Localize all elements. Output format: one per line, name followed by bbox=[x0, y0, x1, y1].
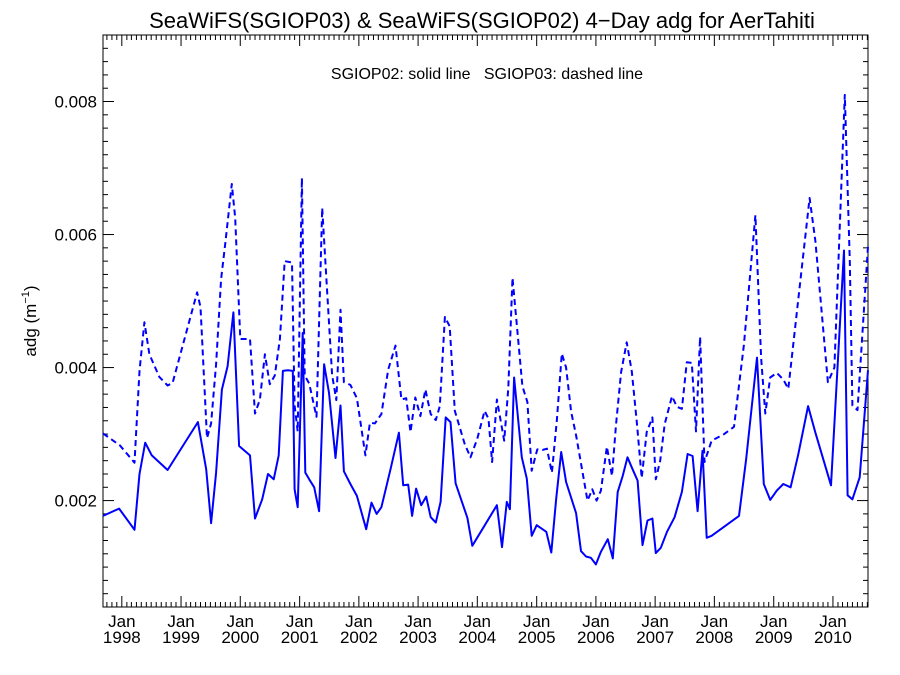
x-tick-label-month: Jan bbox=[701, 612, 728, 631]
x-tick-label-month: Jan bbox=[523, 612, 550, 631]
x-tick-label-month: Jan bbox=[464, 612, 491, 631]
x-tick-label-month: Jan bbox=[286, 612, 313, 631]
x-tick-label-month: Jan bbox=[760, 612, 787, 631]
x-tick-label-month: Jan bbox=[582, 612, 609, 631]
x-tick-label-month: Jan bbox=[167, 612, 194, 631]
y-axis: 0.002 0.004 0.006 0.008 bbox=[54, 34, 868, 595]
x-tick-label-year: 2008 bbox=[695, 628, 733, 647]
x-tick-label-year: 2001 bbox=[281, 628, 319, 647]
x-tick-label-year: 2000 bbox=[221, 628, 259, 647]
x-tick-label-month: Jan bbox=[345, 612, 372, 631]
x-tick-label-year: 2002 bbox=[340, 628, 378, 647]
x-tick-label-year: 2006 bbox=[577, 628, 615, 647]
chart-title: SeaWiFS(SGIOP03) & SeaWiFS(SGIOP02) 4−Da… bbox=[149, 8, 815, 33]
x-tick-label-year: 2007 bbox=[636, 628, 674, 647]
x-tick-label-year: 2005 bbox=[518, 628, 556, 647]
y-tick-label: 0.006 bbox=[54, 226, 97, 245]
y-tick-label: 0.002 bbox=[54, 492, 97, 511]
y-axis-label-superscript: −1 bbox=[20, 291, 32, 304]
x-tick-label-month: Jan bbox=[227, 612, 254, 631]
series-line-sgiop03 bbox=[102, 93, 869, 502]
x-tick-label-month: Jan bbox=[108, 612, 135, 631]
x-tick-label-month: Jan bbox=[641, 612, 668, 631]
plot-frame bbox=[102, 34, 869, 608]
x-tick-label-year: 2004 bbox=[458, 628, 496, 647]
y-axis-label-base: adg (m bbox=[21, 304, 40, 357]
x-tick-label-year: 2009 bbox=[755, 628, 793, 647]
x-tick-label-year: 2003 bbox=[399, 628, 437, 647]
line-style-annotation: SGIOP02: solid line SGIOP03: dashed line bbox=[331, 66, 643, 83]
x-tick-label-year: 1998 bbox=[103, 628, 141, 647]
y-tick-label: 0.004 bbox=[54, 359, 97, 378]
series-layer bbox=[102, 93, 869, 566]
series-line-sgiop02 bbox=[102, 249, 869, 566]
x-axis: Jan1998Jan1999Jan2000Jan2001Jan2002Jan20… bbox=[103, 35, 868, 647]
x-tick-label-month: Jan bbox=[404, 612, 431, 631]
y-axis-label-close: ) bbox=[21, 285, 40, 291]
x-tick-label-year: 1999 bbox=[162, 628, 200, 647]
x-tick-label-month: Jan bbox=[819, 612, 846, 631]
x-tick-label-year: 2010 bbox=[814, 628, 852, 647]
y-tick-label: 0.008 bbox=[54, 93, 97, 112]
y-axis-label: adg (m−1) bbox=[20, 285, 40, 356]
